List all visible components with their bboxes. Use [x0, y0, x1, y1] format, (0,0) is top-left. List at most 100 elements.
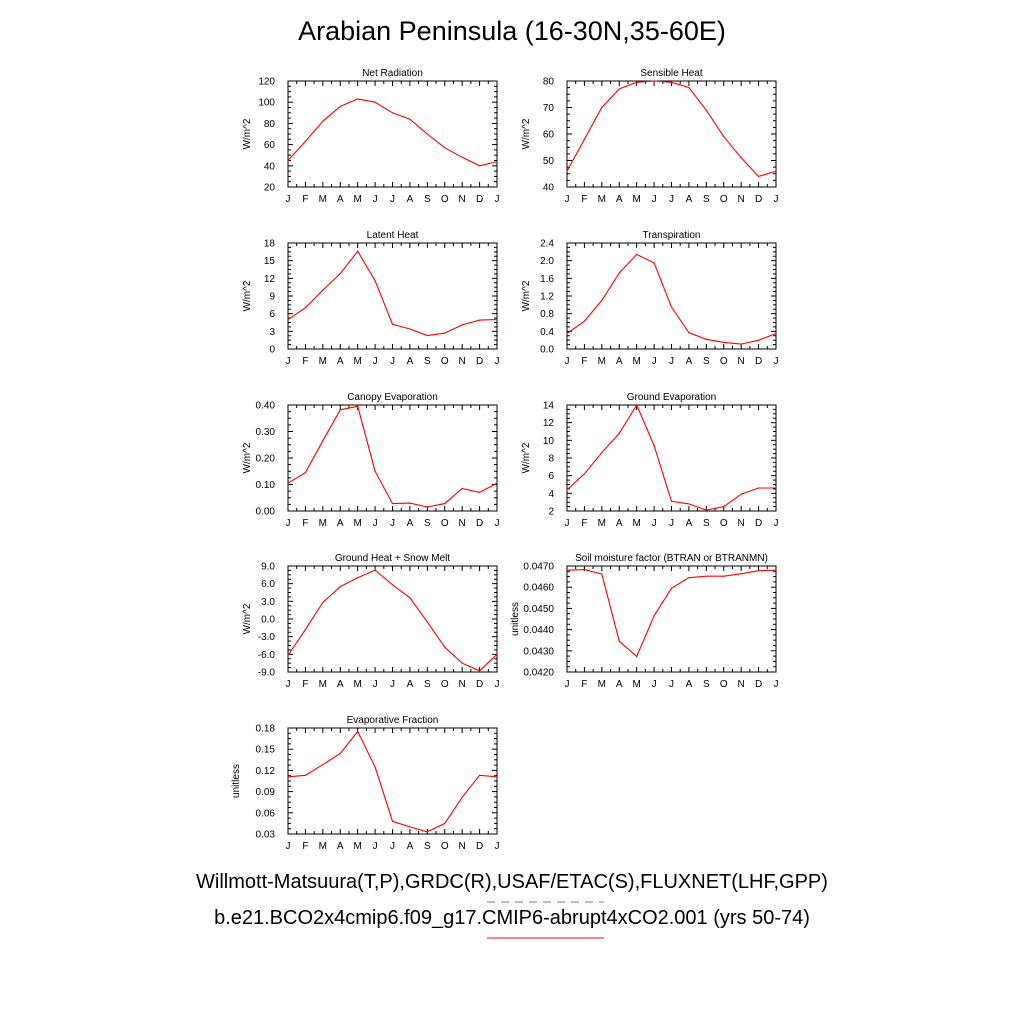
x-tick-label: O [720, 518, 728, 529]
x-tick-label: M [598, 518, 606, 529]
x-tick-label: J [495, 356, 500, 367]
x-tick-label: D [755, 194, 762, 205]
x-tick-label: S [424, 679, 431, 690]
x-tick-label: J [390, 841, 395, 852]
panel-title: Sensible Heat [640, 68, 702, 79]
x-tick-label: J [774, 679, 779, 690]
data-point [723, 575, 725, 577]
data-point [670, 500, 673, 502]
data-point [357, 577, 359, 579]
x-tick-label: A [686, 356, 693, 367]
data-point [478, 491, 481, 494]
x-tick-label: J [373, 194, 378, 205]
y-tick-label: 0.18 [256, 724, 276, 735]
data-point [775, 170, 777, 172]
x-tick-label: N [738, 356, 745, 367]
data-point [339, 105, 341, 108]
data-point [618, 88, 620, 90]
data-point [461, 796, 463, 798]
data-point [670, 306, 673, 308]
panel-title: Evaporative Fraction [347, 715, 439, 726]
x-tick-label: O [441, 679, 449, 690]
series-line-model [566, 253, 777, 345]
x-tick-label: J [495, 518, 500, 529]
x-tick-label: O [720, 679, 728, 690]
plot-frame [287, 80, 498, 188]
x-tick-label: J [669, 518, 674, 529]
x-tick-label: S [424, 356, 431, 367]
data-point [740, 157, 742, 159]
y-axis-label: W/m^2 [521, 118, 532, 149]
y-tick-label: 0 [269, 345, 275, 356]
x-tick-label: D [476, 841, 483, 852]
data-point [723, 136, 725, 138]
x-tick-label: F [302, 518, 308, 529]
y-tick-label: 0.0440 [523, 625, 554, 636]
data-point [322, 764, 324, 766]
y-tick-label: 4 [548, 489, 554, 500]
x-tick-label: N [738, 518, 745, 529]
y-axis-label: unitless [510, 602, 521, 636]
x-tick-label: A [616, 356, 623, 367]
data-point [496, 653, 498, 655]
y-tick-label: 0.40 [256, 401, 276, 412]
x-tick-label: A [407, 194, 414, 205]
y-tick-label: 0.10 [256, 480, 276, 491]
y-tick-label: 0.0450 [523, 604, 554, 615]
y-tick-label: 2.4 [540, 239, 554, 250]
x-tick-label: M [319, 356, 327, 367]
data-point [444, 332, 446, 334]
data-point [705, 109, 707, 111]
data-point [426, 133, 428, 135]
x-tick-label: J [286, 194, 291, 205]
x-tick-label: N [738, 679, 745, 690]
data-point [357, 250, 359, 252]
y-tick-label: 9 [269, 292, 275, 303]
y-tick-label: 2.0 [540, 256, 554, 267]
series-line-model [566, 80, 777, 178]
data-point [653, 80, 655, 82]
y-tick-label: 15 [264, 256, 276, 267]
x-tick-label: F [302, 356, 308, 367]
x-tick-label: M [598, 194, 606, 205]
x-tick-label: F [581, 679, 587, 690]
data-point [409, 118, 411, 120]
data-point [775, 332, 777, 335]
data-point [322, 440, 324, 442]
x-tick-label: F [581, 194, 587, 205]
y-tick-label: 10 [543, 436, 555, 447]
legend-model-text: b.e21.BCO2x4cmip6.f09_g17.CMIP6-abrupt4x… [214, 907, 810, 929]
data-point [757, 339, 760, 341]
data-point [287, 654, 289, 657]
x-tick-label: M [319, 518, 327, 529]
x-tick-label: J [669, 194, 674, 205]
data-point [391, 112, 394, 114]
x-tick-label: J [390, 518, 395, 529]
data-point [426, 506, 428, 508]
x-tick-label: J [373, 841, 378, 852]
series-line-model [566, 569, 777, 658]
data-point [653, 262, 655, 264]
y-tick-label: 0.0470 [523, 562, 554, 573]
data-point [304, 307, 307, 309]
plot-frame [287, 242, 498, 350]
data-point [583, 569, 586, 571]
x-tick-label: O [441, 841, 449, 852]
y-tick-label: 18 [264, 239, 276, 250]
data-point [478, 774, 481, 776]
x-tick-label: J [390, 194, 395, 205]
x-tick-label: N [738, 194, 745, 205]
y-tick-label: 0.0 [261, 615, 275, 626]
y-tick-label: 20 [264, 183, 276, 194]
x-tick-label: J [565, 518, 570, 529]
data-point [653, 615, 655, 617]
data-point [496, 160, 498, 163]
panel-title: Net Radiation [362, 68, 423, 79]
panel-4: J F M A M J J A S O N D J0.00.40.81.21.62.02.4W/m^2T… [521, 230, 779, 367]
y-tick-label: 0.30 [256, 427, 276, 438]
x-tick-label: D [476, 679, 483, 690]
data-point [287, 776, 289, 778]
x-tick-label: M [598, 356, 606, 367]
x-tick-label: J [669, 356, 674, 367]
